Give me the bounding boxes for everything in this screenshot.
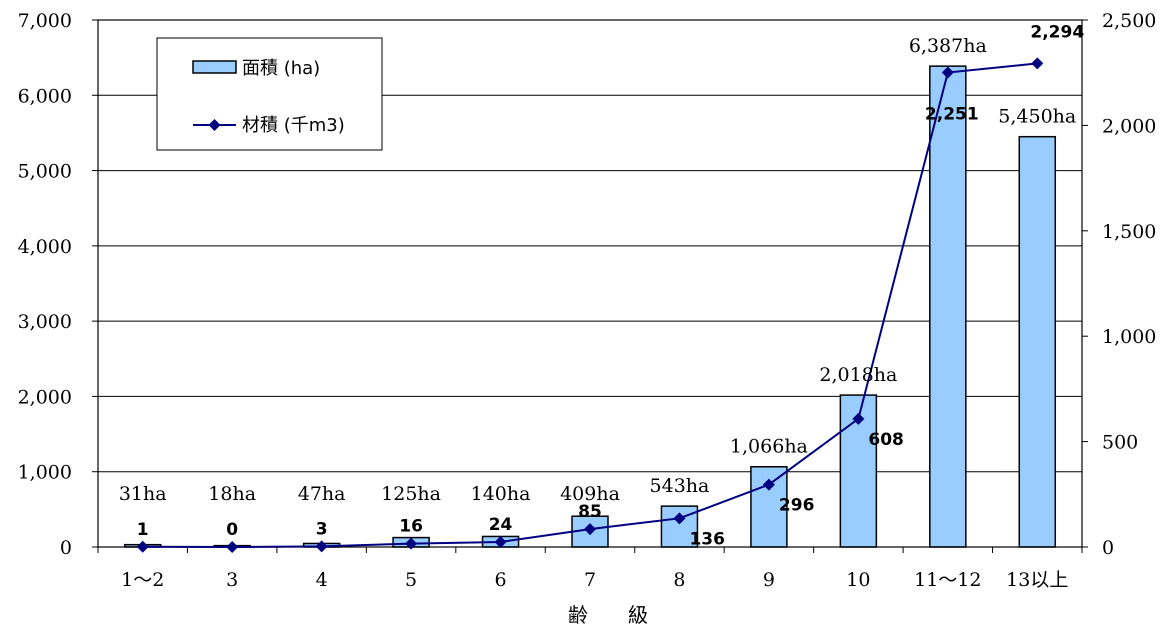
line-series	[136, 57, 1044, 553]
bar-data-label: 2,018ha	[819, 364, 897, 386]
x-axis-label: 齢 級	[568, 603, 648, 627]
x-tick-label: 9	[763, 569, 775, 591]
line-marker	[852, 412, 865, 425]
x-tick-label: 10	[846, 569, 870, 591]
line-marker	[1031, 57, 1044, 70]
line-marker	[673, 512, 686, 525]
bar-data-label: 47ha	[298, 483, 346, 505]
line-marker	[405, 537, 418, 550]
line-data-label: 1	[137, 520, 149, 540]
data-labels: 31ha 18ha 47ha 125ha 140ha 409ha 543ha 1,066ha 2…	[119, 22, 1084, 549]
x-tick-label: 4	[316, 569, 328, 591]
y-right-tick-label: 1,000	[1102, 326, 1156, 348]
line-data-label: 0	[226, 520, 238, 540]
x-tick-label: 13以上	[1006, 569, 1068, 591]
y-left-tick-label: 2,000	[18, 386, 72, 408]
y-right-tick-label: 1,500	[1102, 221, 1156, 243]
line-data-label: 136	[689, 529, 725, 549]
line-data-label: 296	[779, 496, 815, 516]
y-right-tick-label: 500	[1102, 432, 1138, 454]
plot-area-border	[97, 19, 1083, 548]
bar	[1018, 135, 1057, 548]
y-left-tick-label: 3,000	[18, 311, 72, 333]
line-marker	[136, 540, 149, 553]
x-tick-label: 6	[494, 569, 506, 591]
line-data-label: 3	[316, 519, 328, 539]
line-data-label: 16	[399, 517, 423, 537]
bar-data-label: 31ha	[119, 483, 167, 505]
legend-label-volume: 材積 (千m3)	[242, 115, 345, 136]
x-tick-label: 11～12	[914, 569, 981, 591]
bar-data-label: 125ha	[381, 483, 441, 505]
line-data-label: 2,294	[1030, 22, 1084, 42]
x-tick-label: 5	[405, 569, 417, 591]
line-marker	[762, 478, 775, 491]
x-tick-label: 3	[226, 569, 238, 591]
axes: 0 1,000 2,000 3,000 4,000 5,000 6,000 7,000 0 500…	[18, 10, 1157, 591]
x-tick-label: 1～2	[121, 569, 164, 591]
legend-diamond-marker	[208, 119, 221, 131]
y-right-tick-label: 0	[1102, 537, 1114, 559]
bar-data-label: 6,387ha	[909, 35, 987, 57]
y-left-tick-label: 4,000	[18, 236, 72, 258]
line-marker	[941, 66, 954, 79]
legend-label-area: 面積 (ha)	[242, 58, 320, 79]
x-tick-label: 8	[673, 569, 685, 591]
legend: 面積 (ha) 材積 (千m3)	[156, 37, 383, 151]
bar-data-label: 1,066ha	[730, 436, 808, 458]
legend-bar-swatch	[192, 60, 237, 74]
y-left-tick-label: 1,000	[18, 462, 72, 484]
line-marker	[226, 541, 239, 553]
y-left-tick-label: 7,000	[18, 10, 72, 32]
y-right-tick-label: 2,500	[1102, 10, 1156, 32]
bar-data-label: 543ha	[650, 475, 710, 497]
line-data-label: 24	[489, 515, 513, 535]
line-data-label: 85	[578, 502, 602, 522]
line-marker	[584, 523, 596, 536]
bar	[929, 65, 967, 548]
bar-data-label: 409ha	[560, 483, 620, 505]
legend-box	[156, 37, 383, 151]
y-left-tick-label: 0	[60, 537, 72, 559]
y-left-tick-label: 6,000	[18, 85, 72, 107]
y-left-tick-label: 5,000	[18, 161, 72, 183]
line-data-label: 2,251	[925, 104, 979, 124]
bar-data-label: 5,450ha	[998, 106, 1076, 128]
bar-data-label: 18ha	[208, 483, 256, 505]
line-marker	[315, 540, 328, 553]
x-tick-label: 7	[584, 569, 596, 591]
line-data-label: 608	[868, 430, 904, 450]
line-marker	[494, 535, 507, 548]
y-right-tick-label: 2,000	[1102, 115, 1156, 137]
bar-data-label: 140ha	[471, 483, 531, 505]
